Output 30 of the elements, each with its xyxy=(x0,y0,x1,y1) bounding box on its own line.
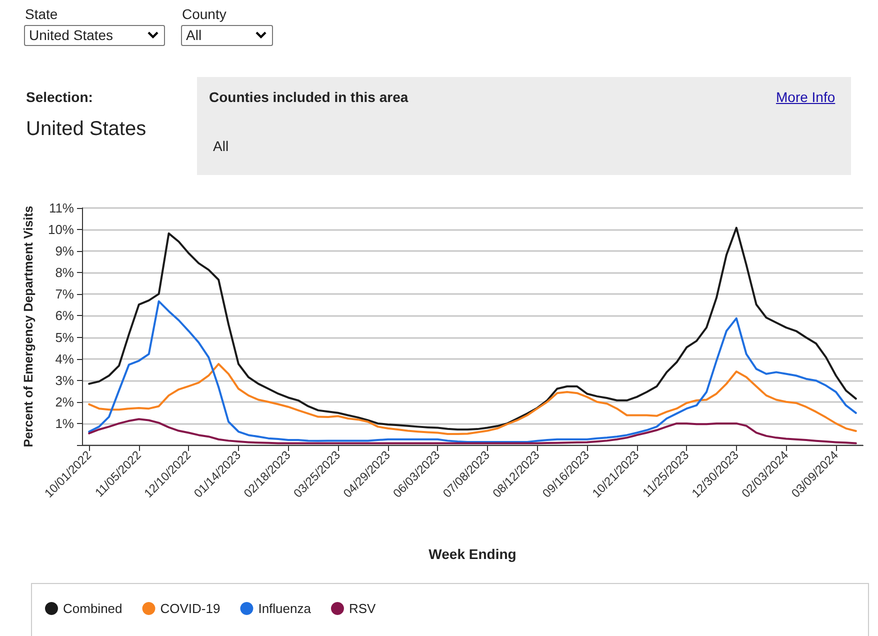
x-axis-title: Week Ending xyxy=(428,546,516,562)
text: State xyxy=(25,6,58,22)
y-tick-label: 4% xyxy=(55,351,74,366)
y-tick-label: 5% xyxy=(55,330,74,345)
y-tick-label: 7% xyxy=(55,286,74,302)
y-tick-label: 1% xyxy=(55,416,74,431)
y-axis-title: Percent of Emergency Department Visits xyxy=(22,206,36,448)
y-tick-label: 8% xyxy=(55,265,74,280)
y-tick-label: 2% xyxy=(55,394,74,410)
y-tick-label: 9% xyxy=(55,244,74,259)
dropdown-field: United States xyxy=(24,25,165,46)
text: Counties included in this area xyxy=(209,89,408,105)
legend-label: Combined xyxy=(63,601,122,616)
text: United States xyxy=(26,118,146,141)
text: Selection: xyxy=(26,89,93,105)
legend-label: COVID-19 xyxy=(160,601,220,616)
y-tick-label: 3% xyxy=(55,372,74,388)
legend-label: RSV xyxy=(348,601,376,616)
line-series xyxy=(88,300,857,443)
line-series xyxy=(88,226,857,430)
y-tick-label: 6% xyxy=(55,308,74,324)
y-tick-label: 11% xyxy=(48,200,74,216)
text: All xyxy=(213,138,229,154)
dropdown-field: All xyxy=(181,25,273,46)
legend-label: Influenza xyxy=(258,601,312,616)
text: County xyxy=(182,6,226,22)
line-series xyxy=(88,362,857,436)
line-series xyxy=(88,418,857,444)
text: More Info xyxy=(776,89,836,105)
y-tick-label: 10% xyxy=(48,222,74,238)
